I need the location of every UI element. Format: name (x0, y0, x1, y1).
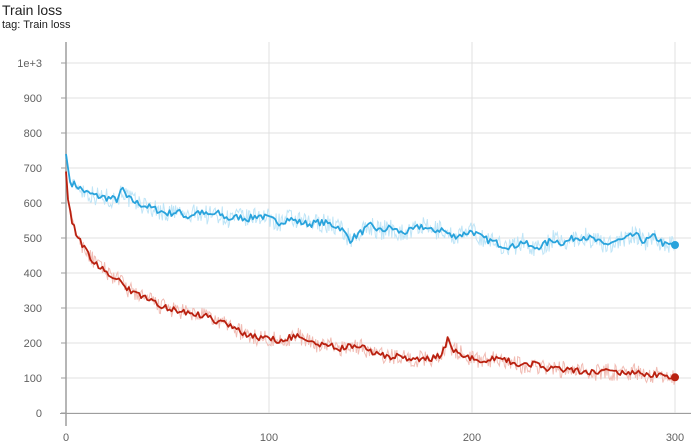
grid (65, 42, 691, 414)
y-tick-label: 800 (24, 128, 42, 140)
x-tick-label: 100 (260, 432, 278, 444)
tag-value: Train loss (23, 19, 71, 31)
y-tick-label: 500 (24, 233, 42, 245)
red-series-endpoint[interactable] (671, 373, 679, 382)
x-tick-label: 200 (463, 432, 481, 444)
y-tick-label: 200 (24, 338, 42, 350)
series-layer (65, 153, 679, 382)
x-tick-label: 0 (63, 432, 69, 444)
y-tick-label: 100 (24, 373, 42, 385)
chart-tag: tag: Train loss (2, 19, 71, 32)
x-tick-label: 300 (666, 432, 684, 444)
y-tick-label: 1e+3 (17, 58, 42, 70)
blue-series-line (65, 153, 676, 251)
tick-labels: 0 100 200 300 400 500 600 700 800 900 1e+3 0 100 200 3… (17, 58, 684, 444)
y-tick-label: 400 (24, 268, 42, 280)
y-tick-label: 600 (24, 198, 42, 210)
tag-label: tag: (2, 19, 21, 31)
y-tick-label: 0 (36, 408, 42, 420)
blue-series-endpoint[interactable] (671, 241, 679, 249)
red-series-line (65, 171, 676, 381)
chart-title: Train loss (2, 2, 63, 18)
y-tick-label: 900 (24, 93, 42, 105)
y-tick-label: 300 (24, 303, 42, 315)
blue-series-raw-line (65, 156, 676, 257)
axes (60, 42, 691, 426)
y-tick-label: 700 (24, 163, 42, 175)
